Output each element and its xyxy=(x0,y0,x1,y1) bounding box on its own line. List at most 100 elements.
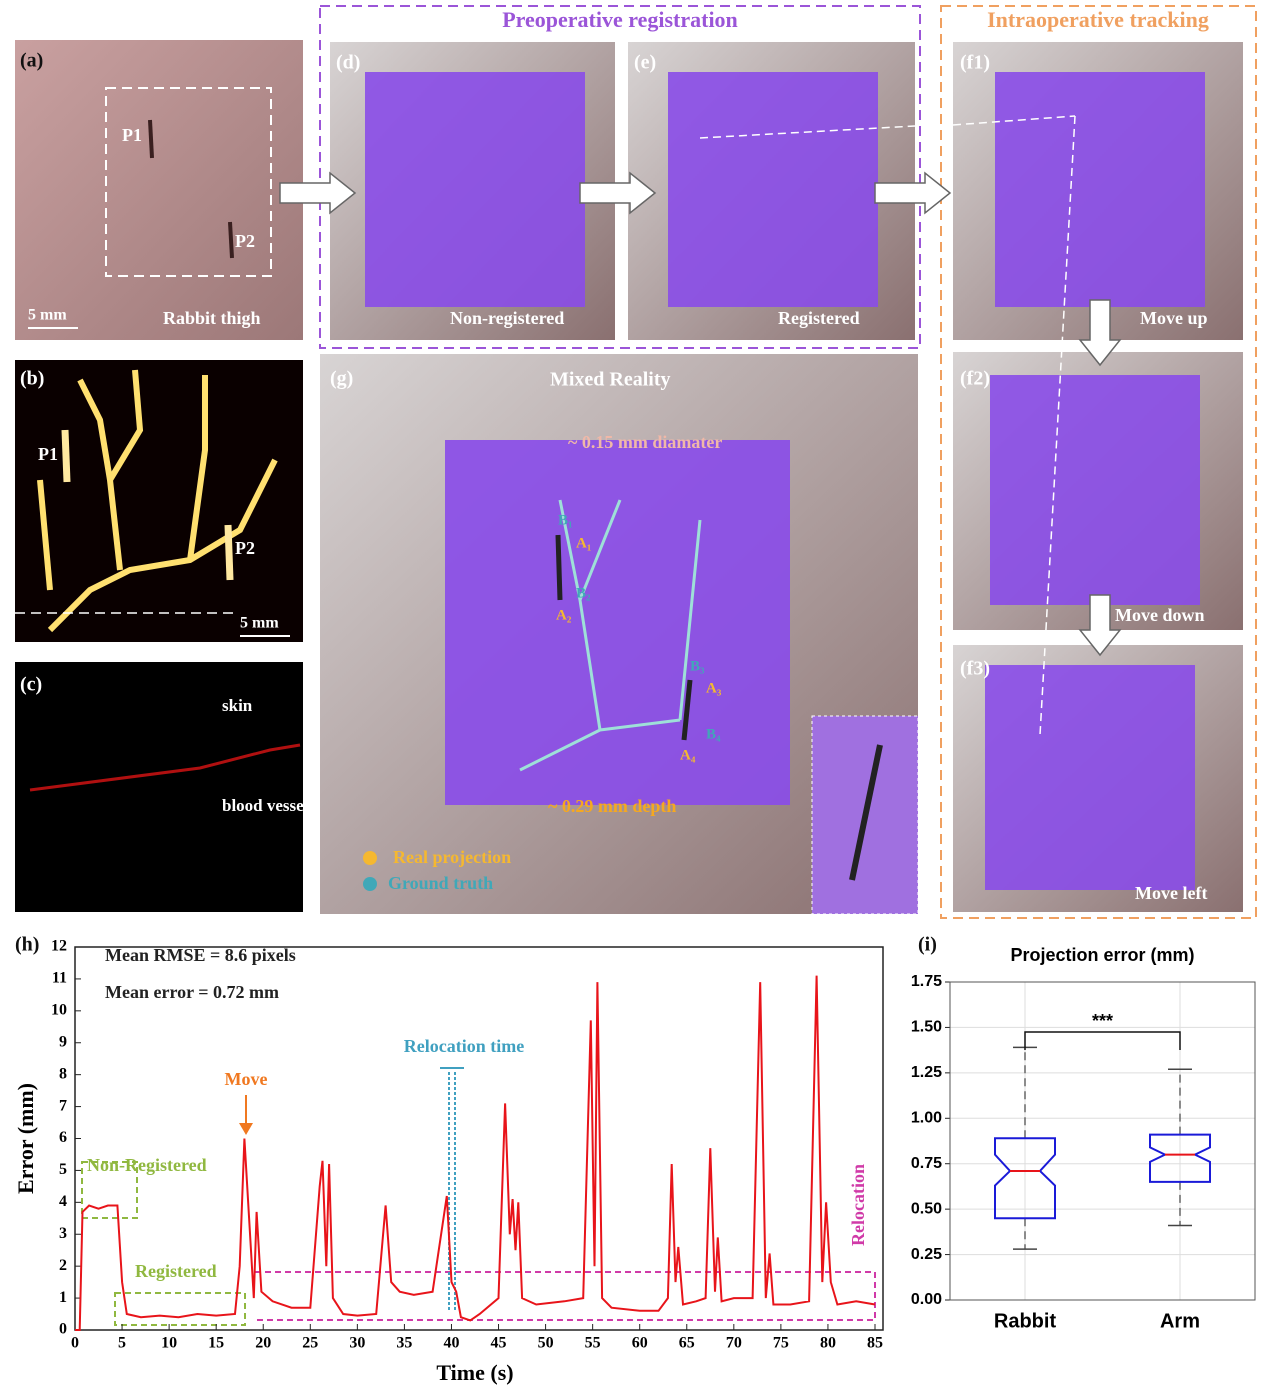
y-tick-label: 3 xyxy=(59,1225,67,1242)
box xyxy=(1149,1133,1211,1183)
y-tick-label: 1 xyxy=(59,1289,67,1306)
label: blood vessel xyxy=(222,796,309,815)
y-tick-label: 6 xyxy=(59,1129,67,1146)
group-title: Preoperative registration xyxy=(502,7,738,32)
x-tick-label: 40 xyxy=(443,1335,459,1352)
panel-label: (h) xyxy=(15,934,39,956)
y-tick-label: 12 xyxy=(51,938,67,955)
x-tick-label: 30 xyxy=(349,1335,365,1352)
point-label: B₂ xyxy=(576,585,591,601)
point-label: B₁ xyxy=(558,512,573,528)
preop-frame xyxy=(319,5,921,349)
legend-dot xyxy=(363,851,377,865)
caption: Move left xyxy=(1135,883,1207,903)
y-tick-label: 1.50 xyxy=(911,1019,942,1036)
y-tick-label: 1.00 xyxy=(911,1110,942,1127)
arrows xyxy=(279,171,1122,657)
label: P1 xyxy=(38,444,58,464)
scale-label: 5 mm xyxy=(28,307,67,324)
group-title: Intraoperative tracking xyxy=(987,7,1209,32)
x-tick-label: 20 xyxy=(255,1335,271,1352)
annotation: Registered xyxy=(135,1261,217,1281)
y-tick-label: 9 xyxy=(59,1033,67,1050)
caption: Non-registered xyxy=(450,308,564,328)
annotation: Relocation xyxy=(848,1164,868,1246)
annotation: Move xyxy=(225,1069,268,1089)
panel-label: (f3) xyxy=(960,658,990,680)
caption: Move down xyxy=(1115,605,1205,625)
label: P1 xyxy=(122,125,142,145)
x-tick-label: 85 xyxy=(867,1335,883,1352)
caption: Move up xyxy=(1140,308,1208,328)
point-label: A₁ xyxy=(576,535,591,551)
significance-bracket xyxy=(1024,1031,1181,1050)
arrowhead xyxy=(239,1123,253,1135)
x-tick-label: 65 xyxy=(679,1335,695,1352)
marker xyxy=(228,221,234,259)
x-tick-label: 75 xyxy=(773,1335,789,1352)
y-tick-label: 1.75 xyxy=(911,973,942,990)
y-tick-label: 0.50 xyxy=(911,1200,942,1217)
x-tick-label: 35 xyxy=(396,1335,412,1352)
panel-label: (f1) xyxy=(960,52,990,74)
x-tick-label: 60 xyxy=(632,1335,648,1352)
annotation: Non-Registered xyxy=(87,1155,207,1175)
annotation: Relocation time xyxy=(404,1036,524,1056)
photos xyxy=(320,42,1243,915)
x-tick-label: 0 xyxy=(71,1335,79,1352)
point-label: A₄ xyxy=(680,747,696,763)
y-tick-label: 10 xyxy=(51,1002,67,1019)
label: P2 xyxy=(235,538,255,558)
x-tick-label: 45 xyxy=(491,1335,507,1352)
annotation: Mean error = 0.72 mm xyxy=(105,982,279,1002)
scale-label: 5 mm xyxy=(240,615,279,632)
y-tick-label: 0.00 xyxy=(911,1291,942,1308)
label: P2 xyxy=(235,231,255,251)
image-b xyxy=(15,360,303,642)
ref-line xyxy=(699,125,916,139)
y-tick-label: 8 xyxy=(59,1065,67,1082)
legend-label: Real projection xyxy=(393,847,511,867)
y-tick-label: 0.25 xyxy=(911,1246,942,1263)
x-tick-label: 55 xyxy=(585,1335,601,1352)
panel-label: (i) xyxy=(918,934,937,956)
point-label: A₂ xyxy=(556,607,572,623)
panel-label: (d) xyxy=(336,52,360,74)
x-tick-label: 15 xyxy=(208,1335,224,1352)
bscan xyxy=(29,743,301,792)
y-tick-label: 4 xyxy=(59,1193,67,1210)
annotation: ~ 0.29 mm depth xyxy=(548,796,676,816)
chart-title: Projection error (mm) xyxy=(1010,945,1194,965)
y-tick-label: 1.25 xyxy=(911,1064,942,1081)
legend-label: Ground truth xyxy=(388,873,493,893)
annotation: *** xyxy=(1092,1011,1113,1031)
y-tick-label: 0.75 xyxy=(911,1155,942,1172)
point-label: A₃ xyxy=(706,680,722,696)
x-tick-label: Arm xyxy=(1160,1310,1200,1332)
panel-title: Mixed Reality xyxy=(550,369,671,391)
x-axis-label: Time (s) xyxy=(436,1360,513,1385)
point-label: B₃ xyxy=(690,658,705,674)
x-tick-label: 70 xyxy=(726,1335,742,1352)
panel-label: (e) xyxy=(634,52,656,74)
x-tick-label: 25 xyxy=(302,1335,318,1352)
panel-label: (a) xyxy=(20,50,43,72)
panel-label: (b) xyxy=(20,368,44,390)
marker xyxy=(61,429,71,483)
ref-line xyxy=(952,115,1076,126)
point-label: B₄ xyxy=(706,726,721,742)
intraop-frame xyxy=(940,5,1257,919)
x-tick-label: 5 xyxy=(118,1335,126,1352)
x-tick-label: 10 xyxy=(161,1335,177,1352)
y-axis-label: Error (mm) xyxy=(13,1083,38,1194)
panel-label: (g) xyxy=(330,368,353,390)
plot-frame xyxy=(949,981,1256,1301)
x-tick-label: Rabbit xyxy=(994,1310,1057,1332)
y-tick-label: 2 xyxy=(59,1257,67,1274)
marker xyxy=(148,119,154,159)
y-tick-label: 11 xyxy=(52,970,67,987)
data-line xyxy=(75,975,876,1331)
y-tick-label: 0 xyxy=(59,1321,67,1338)
annotation: Mean RMSE = 8.6 pixels xyxy=(105,945,296,965)
